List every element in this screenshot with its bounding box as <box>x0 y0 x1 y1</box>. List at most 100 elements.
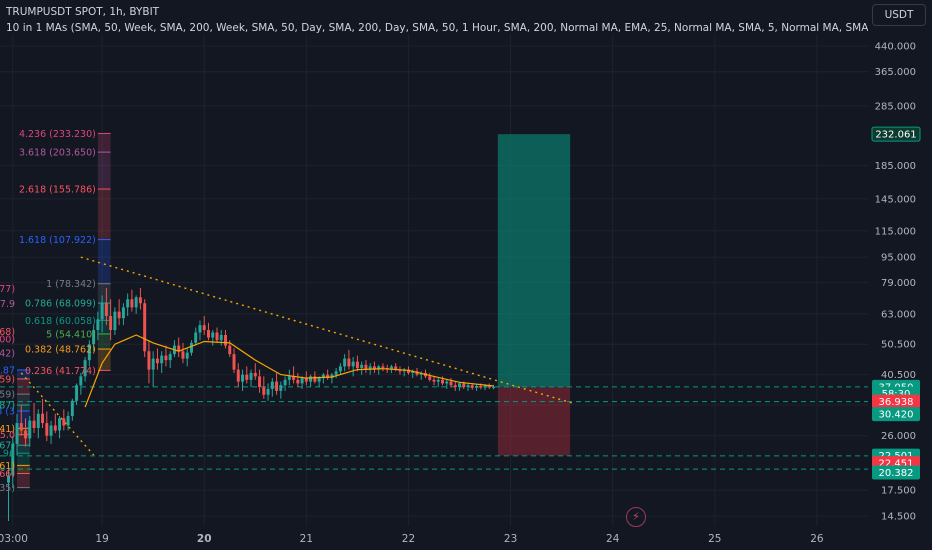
fib-zone-band <box>17 434 30 446</box>
candle-body <box>36 413 40 428</box>
price-tag-label: 36.938 <box>879 397 914 408</box>
price-tag-box <box>872 407 920 422</box>
candle-body <box>458 383 462 388</box>
candle-body <box>453 385 457 388</box>
candle-body <box>347 358 351 367</box>
candle-body <box>287 376 291 380</box>
fib-label: 0.236 (19.766) <box>0 469 15 480</box>
currency-button[interactable]: USDT <box>872 4 926 26</box>
lightning-icon[interactable]: ⚡ <box>626 507 646 527</box>
lower-trendline <box>20 372 95 456</box>
price-tick-label: 365.000 <box>875 67 916 78</box>
price-tick-label: 40.500 <box>881 370 916 381</box>
candle-body <box>266 388 270 395</box>
candle-body <box>377 366 381 370</box>
chart-title: TRUMPUSDT SPOT, 1h, BYBIT <box>6 6 160 18</box>
fib-label: 1 (78.342) <box>46 279 96 290</box>
candle-body <box>96 319 100 330</box>
horizontal-lines <box>0 386 868 470</box>
price-tick-label: 145.000 <box>875 194 916 205</box>
fib-label: 4.236 (233.230) <box>19 129 96 140</box>
price-tag-label: 232.061 <box>875 130 916 141</box>
fib-zone-band <box>97 133 111 153</box>
candle-body <box>411 371 415 373</box>
candle-body <box>194 332 198 343</box>
candle-body <box>41 413 45 424</box>
time-tick-label: 25 <box>708 533 721 545</box>
candle-body <box>492 386 496 388</box>
time-tick-label: 21 <box>300 533 313 545</box>
candle-body <box>483 385 487 388</box>
candle-body <box>143 303 147 352</box>
candle-body <box>228 345 232 355</box>
candle-body <box>185 352 189 359</box>
indicator-legend[interactable]: 10 in 1 MAs (SMA, 50, Week, SMA, 200, We… <box>6 22 868 34</box>
price-tag-label: 30.420 <box>879 410 914 421</box>
candle-body <box>130 299 134 308</box>
price-tick-label: 185.000 <box>875 161 916 172</box>
price-tick-label: 17.500 <box>881 486 916 497</box>
candle-body <box>126 299 130 308</box>
candle-body <box>313 376 317 382</box>
fib-label: 0.236 (25.0 <box>0 430 15 441</box>
candle-body <box>219 335 223 341</box>
candle-body <box>151 358 155 370</box>
fib-label: 0.382 (27.441) <box>0 424 15 435</box>
fib-label: 0.786 (68.099) <box>25 299 96 310</box>
fib-zone-band <box>17 445 30 454</box>
candle-body <box>189 342 193 353</box>
candles <box>7 287 496 521</box>
candle-body <box>104 303 108 316</box>
candle-body <box>211 332 215 338</box>
moving-average <box>84 334 494 408</box>
candle-body <box>398 369 402 372</box>
candle-body <box>121 307 125 319</box>
time-tick-label: 20 <box>197 533 212 545</box>
time-axis[interactable]: 03:00 19 20 21 22 23 24 25 26 <box>0 533 824 545</box>
candle-body <box>304 378 308 382</box>
fib-label: 1 (35.159) <box>0 390 15 401</box>
fib-zone-band <box>17 394 30 406</box>
candle-body <box>436 379 440 382</box>
candle-body <box>258 376 262 388</box>
candle-body <box>83 360 87 377</box>
candle-body <box>215 332 219 341</box>
candle-body <box>177 345 181 352</box>
candle-body <box>360 364 364 369</box>
candle-body <box>58 418 62 431</box>
candle-body <box>198 325 202 333</box>
fib-zone-band <box>97 283 111 304</box>
candle-body <box>321 374 325 379</box>
fib-label: 0.382 (20.961) <box>0 461 15 472</box>
fib-zones <box>17 132 111 489</box>
fib-zone-band <box>97 303 111 321</box>
candle-body <box>241 374 245 382</box>
fib-zone-band <box>97 239 111 284</box>
fib-zone-band <box>17 378 30 395</box>
candle-body <box>275 381 279 391</box>
fib-zone-band <box>17 411 30 429</box>
candle-body <box>147 351 151 370</box>
fib-zone-band <box>17 405 30 412</box>
candle-body <box>372 366 376 370</box>
long-position-tool[interactable] <box>497 134 571 456</box>
time-tick-label: 24 <box>606 533 620 545</box>
candle-body <box>245 374 249 380</box>
trendlines[interactable] <box>20 256 575 456</box>
fib-zone-band <box>97 320 111 334</box>
fib-zone-band <box>17 428 30 435</box>
fib-label: 0.786 (32.487) <box>0 401 15 412</box>
candle-body <box>330 374 334 379</box>
fib-label: 5 (54.410) <box>46 329 96 340</box>
candle-body <box>462 383 466 388</box>
candle-body <box>487 385 491 388</box>
candle-body <box>475 385 479 388</box>
candle-body <box>389 366 393 370</box>
candle-body <box>45 423 49 436</box>
candle-body <box>53 425 57 431</box>
fib-label: 1.618 (3 <box>0 407 15 418</box>
candle-body <box>368 366 372 370</box>
fib-label: 2.618 (55.368) <box>0 327 15 338</box>
